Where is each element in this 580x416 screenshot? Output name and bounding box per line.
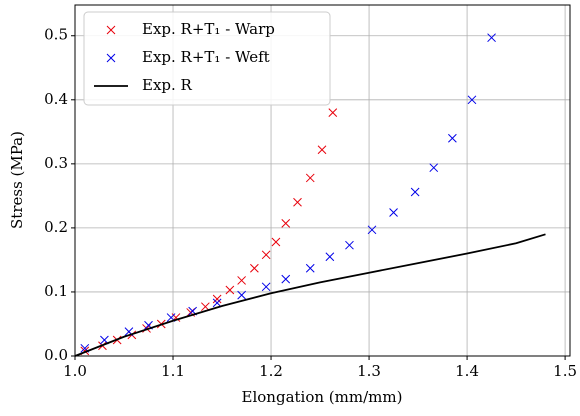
point [367, 225, 377, 235]
point [281, 274, 291, 284]
point [487, 33, 496, 43]
point [448, 133, 457, 143]
legend-box [83, 11, 331, 106]
y-tick-label: 0.3 [44, 154, 68, 172]
x-tick-label: 1.1 [161, 362, 185, 380]
point [293, 197, 302, 207]
legend-marker [106, 25, 116, 35]
y-axis-label: Stress (MPa) [8, 131, 26, 229]
point [237, 276, 246, 285]
y-tick-label: 0.5 [44, 26, 68, 44]
x-tick-label: 1.2 [259, 362, 283, 380]
point [317, 145, 327, 155]
point [281, 219, 291, 228]
y-tick-label: 0.1 [44, 282, 68, 300]
point [328, 108, 338, 117]
y-tick-label: 0.4 [44, 90, 68, 108]
x-tick-label: 1.4 [455, 362, 479, 380]
point [250, 263, 259, 273]
point [345, 240, 354, 250]
point [305, 263, 315, 273]
point [410, 187, 420, 197]
point [467, 95, 477, 105]
y-tick-label: 0.2 [44, 218, 68, 236]
point [225, 285, 235, 295]
point [237, 290, 246, 300]
y-tick-label: 0.0 [44, 346, 68, 364]
point [261, 250, 271, 260]
point [429, 163, 439, 173]
x-tick-label: 1.0 [63, 362, 87, 380]
point [305, 173, 315, 183]
legend-marker [106, 53, 116, 63]
x-axis-label: Elongation (mm/mm) [242, 388, 403, 406]
x-tick-label: 1.5 [553, 362, 577, 380]
point [261, 282, 271, 292]
plot-frame [74, 4, 571, 357]
point [271, 237, 281, 247]
point [325, 252, 335, 262]
point [389, 208, 398, 217]
line [74, 233, 546, 357]
x-tick-label: 1.3 [357, 362, 381, 380]
legend-label: Exp. R+T₁ - Weft [142, 48, 270, 66]
point [212, 298, 222, 308]
point [212, 294, 222, 304]
legend-label: Exp. R [142, 76, 193, 94]
legend-label: Exp. R+T₁ - Warp [142, 20, 275, 38]
